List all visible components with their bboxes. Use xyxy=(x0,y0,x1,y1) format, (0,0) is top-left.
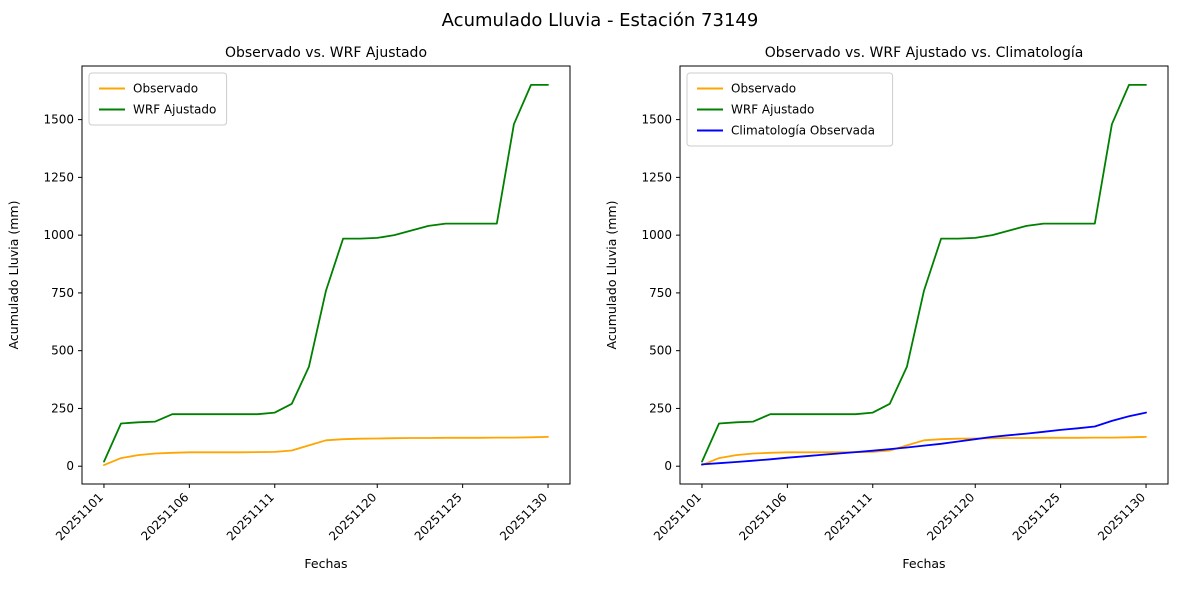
chart-canvas-right: 0 250 500 750 1000 1250 1500 20251101 20251106 20… xyxy=(604,45,1169,571)
x-tick-label: 20251125 xyxy=(412,490,465,543)
y-tick-label: 1250 xyxy=(43,170,74,184)
series-line-wrf-ajustado xyxy=(103,84,549,463)
subplot-title: Observado vs. WRF Ajustado vs. Climatolo… xyxy=(765,45,1084,61)
y-tick-label: 750 xyxy=(649,286,672,300)
legend-box xyxy=(686,72,894,147)
series-line-observado xyxy=(701,435,1147,467)
legend-label-observado: Observado xyxy=(133,82,198,96)
series-line-observado xyxy=(103,435,549,467)
y-tick-label: 1500 xyxy=(641,113,672,127)
x-tick-label: 20251130 xyxy=(1095,490,1148,543)
x-axis-label: Fechas xyxy=(304,556,347,571)
figure-title: Acumulado Lluvia - Estación 73149 xyxy=(441,10,759,31)
y-tick-label: 1000 xyxy=(43,228,74,242)
legend-label-climatologia-observada: Climatología Observada xyxy=(731,124,875,138)
legend-box xyxy=(88,72,228,126)
y-tick-label: 1000 xyxy=(641,228,672,242)
axes-box xyxy=(679,65,1169,485)
subplot-observado-wrf-climatologia: 0 250 500 750 1000 1250 1500 20251101 20251106 20… xyxy=(600,36,1198,592)
y-tick-label: 250 xyxy=(51,401,74,415)
chart-canvas-left: 0 250 500 750 1000 1250 1500 20251101 20251106 20… xyxy=(6,45,571,571)
series-line-wrf-ajustado xyxy=(701,84,1147,463)
x-axis-label: Fechas xyxy=(902,556,945,571)
x-tick-label: 20251120 xyxy=(326,490,379,543)
y-tick-label: 250 xyxy=(649,401,672,415)
x-tick-label: 20251101 xyxy=(651,490,704,543)
axes-box xyxy=(81,65,571,485)
x-tick-label: 20251111 xyxy=(224,490,277,543)
x-tick-label: 20251125 xyxy=(1010,490,1063,543)
y-tick-label: 1500 xyxy=(43,113,74,127)
subplot-row: 0 250 500 750 1000 1250 1500 20251101 20251106 20… xyxy=(0,36,1200,592)
legend-label-wrf-ajustado: WRF Ajustado xyxy=(731,103,814,117)
x-tick-label: 20251106 xyxy=(138,490,191,543)
subplot-title: Observado vs. WRF Ajustado xyxy=(225,45,427,61)
x-tick-label: 20251130 xyxy=(497,490,550,543)
y-axis-label: Acumulado Lluvia (mm) xyxy=(604,201,619,350)
y-tick-label: 0 xyxy=(66,459,74,473)
x-tick-label: 20251111 xyxy=(822,490,875,543)
y-tick-label: 500 xyxy=(51,344,74,358)
subplot-observado-wrf: 0 250 500 750 1000 1250 1500 20251101 20251106 20… xyxy=(2,36,600,592)
x-tick-label: 20251120 xyxy=(924,490,977,543)
x-tick-label: 20251106 xyxy=(736,490,789,543)
y-axis-label: Acumulado Lluvia (mm) xyxy=(6,201,21,350)
series-line-climatologia-observada xyxy=(701,411,1147,466)
y-tick-label: 750 xyxy=(51,286,74,300)
legend-label-observado: Observado xyxy=(731,82,796,96)
y-tick-label: 500 xyxy=(649,344,672,358)
y-tick-label: 0 xyxy=(664,459,672,473)
legend-label-wrf-ajustado: WRF Ajustado xyxy=(133,103,216,117)
y-tick-label: 1250 xyxy=(641,170,672,184)
x-tick-label: 20251101 xyxy=(53,490,106,543)
